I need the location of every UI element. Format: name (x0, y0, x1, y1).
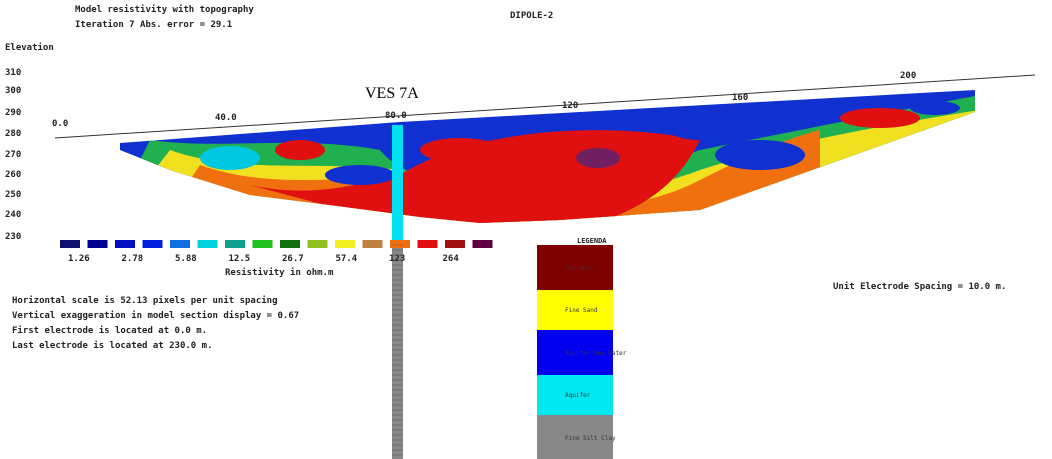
elevation-label: 250 (5, 190, 21, 200)
info-line: Horizontal scale is 52.13 pixels per uni… (12, 295, 278, 306)
elevation-label: 280 (5, 129, 21, 139)
distance-label: 40.0 (215, 113, 237, 123)
scale-swatch (307, 240, 328, 248)
scale-label: 26.7 (282, 254, 304, 264)
elevation-label: 260 (5, 170, 21, 180)
legend-title: LEGENDA (577, 237, 607, 245)
scale-swatch (197, 240, 218, 248)
distance-label: 160 (732, 93, 748, 103)
scale-swatch (472, 240, 493, 248)
elevation-label: 300 (5, 86, 21, 96)
info-line: First electrode is located at 0.0 m. (12, 325, 207, 336)
scale-swatch (142, 240, 163, 248)
spacing: Unit Electrode Spacing = 10.0 m. (833, 281, 1006, 292)
info-line: Last electrode is located at 230.0 m. (12, 340, 212, 351)
elevation-label: 270 (5, 150, 21, 160)
distance-label: 200 (900, 71, 916, 81)
ves-label: VES 7A (365, 85, 419, 102)
scale-swatch (445, 240, 465, 248)
scale-label: 264 (443, 254, 460, 264)
info-line: Vertical exaggeration in model section d… (12, 310, 299, 321)
scale-swatch (225, 240, 245, 248)
y-axis-label: Elevation (5, 42, 54, 53)
scale-swatch (390, 240, 410, 248)
distance-label: 0.0 (52, 119, 68, 129)
scale-swatch (362, 240, 383, 248)
scale-swatch (335, 240, 355, 248)
subtitle: Iteration 7 Abs. error = 29.1 (75, 19, 232, 30)
scale-swatch (115, 240, 135, 248)
legend-item: Fine Sand (565, 307, 598, 314)
legend-item: Aquifer (565, 392, 591, 399)
distance-label: 120 (562, 101, 578, 111)
scale-title: Resistivity in ohm.m (225, 267, 334, 278)
legend-item: Fine Silt Clay (565, 435, 616, 442)
scale-swatch (417, 240, 438, 248)
scale-label: 5.88 (175, 254, 197, 264)
legend-item: Aquifer Sea Water (565, 350, 627, 357)
legend-item: Top Soil (565, 265, 594, 272)
scale-swatch (170, 240, 190, 248)
elevation-label: 240 (5, 210, 21, 220)
elevation-label: 290 (5, 108, 21, 118)
scale-label: 2.78 (122, 254, 144, 264)
scale-swatch (280, 240, 300, 248)
title: Model resistivity with topography (75, 4, 254, 15)
scale-label: 1.26 (68, 254, 90, 264)
section (54, 74, 1036, 223)
scale-label: 12.5 (229, 254, 251, 264)
distance-label: 80.0 (385, 111, 407, 121)
scale-label: 57.4 (336, 254, 358, 264)
legend-boxes (537, 245, 613, 459)
array-name: DIPOLE-2 (510, 11, 553, 21)
scale-swatch (60, 240, 80, 248)
scale-swatch (252, 240, 273, 248)
elevation-label: 230 (5, 232, 21, 242)
elevation-label: 310 (5, 68, 21, 78)
scale-swatch (87, 240, 108, 248)
scale-label: 123 (389, 254, 405, 264)
ves-column (392, 125, 403, 459)
